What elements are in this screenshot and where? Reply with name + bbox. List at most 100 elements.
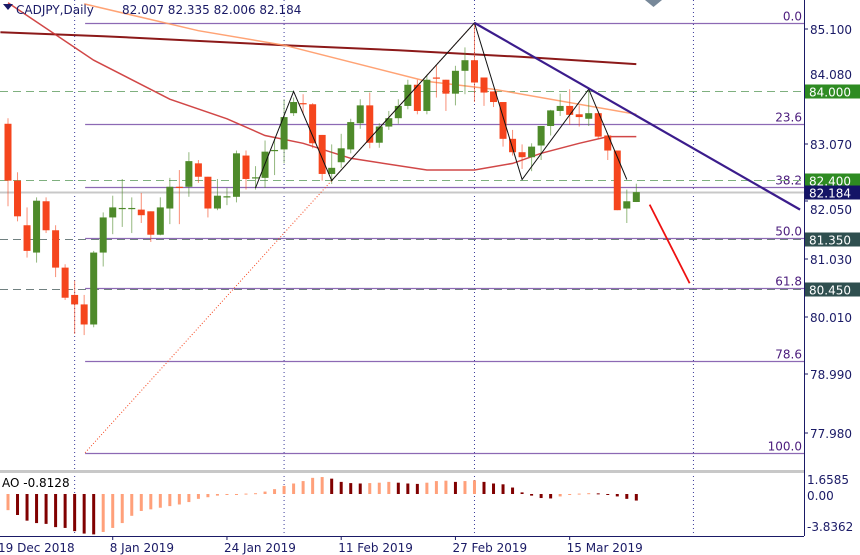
ao-bar (63, 494, 67, 528)
candle (442, 79, 450, 111)
candle (109, 195, 117, 235)
ao-bar (377, 482, 381, 494)
candle-body (299, 103, 307, 105)
ao-bar (349, 483, 353, 494)
candle-body (461, 60, 469, 71)
ao-bar (111, 494, 115, 528)
ao-bar (453, 481, 457, 494)
ao-bar (482, 481, 486, 494)
ao-bar (25, 494, 29, 521)
candle-body (280, 117, 288, 150)
candle-body (14, 180, 22, 217)
candle (461, 47, 469, 95)
candle (623, 189, 631, 224)
price-tick-label: 82.050 (810, 203, 852, 217)
fib-level-label: 0.0 (783, 10, 802, 24)
candle-body (594, 113, 602, 137)
price-level-badge-label: 81.350 (809, 234, 851, 248)
candle (328, 144, 336, 184)
candle-body (4, 123, 12, 181)
ao-tick-label: 0.00 (807, 489, 834, 503)
candle-body (404, 84, 412, 106)
candle (14, 172, 22, 222)
ao-bar (511, 487, 515, 494)
candle (375, 123, 383, 148)
ao-bar (330, 478, 334, 494)
time-tick-label: 8 Jan 2019 (110, 541, 174, 555)
collapse-triangle-icon[interactable] (3, 4, 13, 10)
time-tick-label: 11 Feb 2019 (338, 541, 413, 555)
candle (80, 294, 88, 336)
candle (566, 89, 574, 125)
candle (613, 150, 621, 211)
fibonacci-retracement[interactable]: 0.0 23.6 38.2 50.0 61.8 78.6 100.0 (85, 10, 804, 455)
ao-bar (368, 483, 372, 494)
ao-tick-label: -3.8362 (807, 520, 853, 534)
candle (118, 178, 126, 227)
ao-bar (206, 494, 210, 498)
candle-body (518, 152, 526, 158)
trendline[interactable] (473, 21, 801, 211)
candle (185, 152, 193, 197)
candle (204, 176, 212, 218)
candle-body (242, 155, 250, 179)
ao-bar (387, 481, 391, 494)
drawn-lines[interactable] (84, 21, 801, 454)
horizontal-price-lines[interactable] (0, 91, 804, 290)
candle (23, 207, 31, 258)
projection-line[interactable] (648, 204, 691, 284)
candle (470, 22, 478, 103)
ao-bar (558, 494, 562, 497)
candle-body (385, 118, 393, 127)
ao-bar (396, 482, 400, 494)
price-level-badge-label: 80.450 (809, 284, 851, 298)
price-level-badge (805, 185, 860, 200)
candle-body (328, 167, 336, 174)
panel-separator[interactable] (0, 470, 804, 473)
candle-body (23, 225, 31, 251)
candle (4, 118, 12, 207)
candle-body (90, 252, 98, 325)
candle (33, 197, 41, 263)
candle (575, 105, 583, 127)
candle-body (213, 195, 221, 209)
candle (337, 133, 345, 168)
candle (52, 225, 60, 278)
candle-body (528, 146, 536, 158)
candle-body (632, 192, 640, 202)
ao-tick-label: 1.6585 (807, 473, 849, 487)
candle-body (271, 149, 279, 152)
candle-body (194, 163, 202, 177)
candle (213, 178, 221, 211)
candle (604, 135, 612, 161)
ao-bar (434, 481, 438, 494)
ao-bar (339, 481, 343, 494)
candle (423, 74, 431, 115)
candle (309, 103, 317, 149)
ao-bar (301, 481, 305, 494)
one-click-trading-toggle-icon[interactable] (645, 0, 662, 7)
candle (271, 138, 279, 176)
price-tick-label: 80.010 (810, 311, 852, 325)
candle-body (442, 79, 450, 94)
ao-bar (44, 494, 48, 524)
candle (147, 211, 155, 242)
candle (166, 177, 174, 225)
candle (366, 92, 374, 149)
ao-bar (234, 494, 238, 495)
candle-body (175, 186, 183, 188)
ao-bar (187, 494, 191, 503)
price-tick-label: 85.100 (810, 23, 852, 37)
candles (4, 22, 640, 336)
candle-body (547, 110, 555, 127)
ao-bar (320, 477, 324, 494)
ao-bar (92, 494, 96, 535)
ao-bar (120, 494, 124, 524)
candle (99, 212, 107, 267)
ao-bar (82, 494, 86, 534)
ao-bar (549, 494, 553, 499)
fib-level-label: 38.2 (775, 174, 802, 188)
